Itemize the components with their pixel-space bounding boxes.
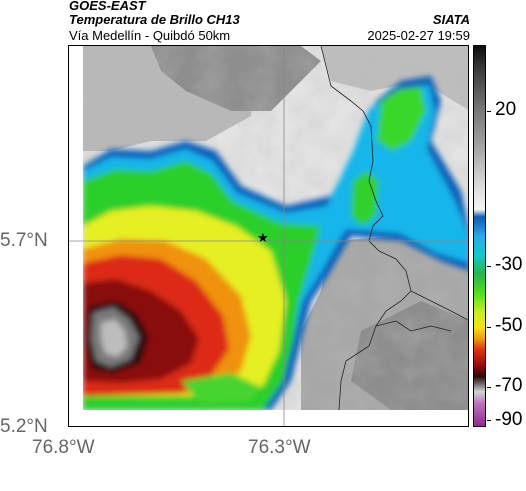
green-northeast xyxy=(377,87,426,151)
organization-label: SIATA xyxy=(432,12,470,27)
brightness-temperature-field xyxy=(69,46,468,426)
datetime-label: 2025-02-27 19:59 xyxy=(367,28,470,43)
product-subtitle: Temperatura de Brillo CH13 xyxy=(69,12,240,27)
green-east-cell xyxy=(351,171,379,226)
colorbar-label-minus-50: -50 xyxy=(495,315,523,336)
green-pocket-south xyxy=(181,373,261,403)
product-title: GOES-EAST xyxy=(69,0,146,13)
location-label: Vía Medellín - Quibdó 50km xyxy=(69,28,231,43)
border-line-east xyxy=(410,290,468,321)
colorbar-tick xyxy=(487,387,491,388)
colorbar-tick xyxy=(487,111,491,112)
lon-label-76-8: 76.8°W xyxy=(32,437,95,458)
colorbar-label-minus-70: -70 xyxy=(495,375,523,396)
colorbar-tick xyxy=(487,327,491,328)
colorbar-label-20: 20 xyxy=(495,99,517,120)
temperature-colorbar xyxy=(473,45,486,427)
colorbar-tick xyxy=(487,266,491,267)
lat-label-5-2: 5.2°N xyxy=(0,416,48,437)
star-icon: ★ xyxy=(257,230,269,245)
colorbar-tick xyxy=(487,420,491,421)
lat-label-5-7: 5.7°N xyxy=(0,230,48,251)
border-line-southeast xyxy=(375,320,452,332)
colorbar-label-minus-30: -30 xyxy=(495,254,523,275)
satellite-map[interactable]: ★ xyxy=(68,45,469,427)
lon-label-76-3: 76.3°W xyxy=(248,437,311,458)
colorbar-label-minus-90: -90 xyxy=(495,409,523,430)
